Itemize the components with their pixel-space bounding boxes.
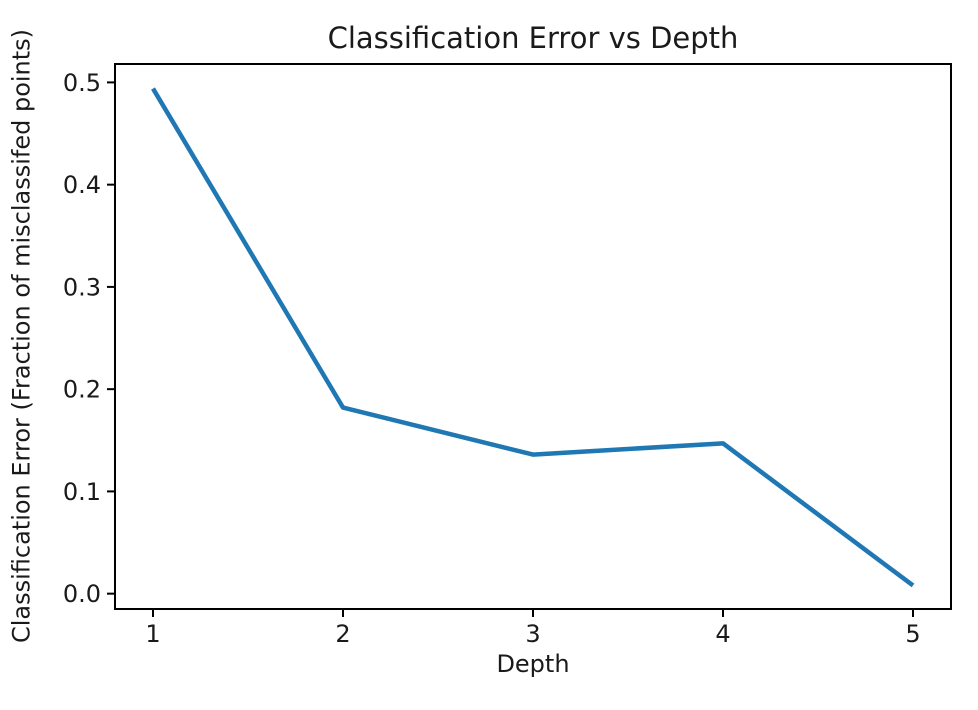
x-tick-label: 2 xyxy=(335,620,350,648)
x-tick-label: 3 xyxy=(525,620,540,648)
x-axis-label: Depth xyxy=(496,650,570,678)
x-tick-label: 5 xyxy=(905,620,920,648)
y-tick-label: 0.4 xyxy=(63,171,101,199)
y-axis-label: Classification Error (Fraction of miscla… xyxy=(7,28,36,644)
x-tick-label: 1 xyxy=(145,620,160,648)
y-tick-label: 0.3 xyxy=(63,273,101,301)
chart-title: Classification Error vs Depth xyxy=(327,21,739,55)
classification-error-line xyxy=(151,87,915,588)
x-tick-label: 4 xyxy=(715,620,730,648)
y-tick-label: 0.5 xyxy=(63,69,101,97)
axes-spines xyxy=(114,63,952,610)
y-tick-label: 0.2 xyxy=(63,376,101,404)
y-tick-label: 0.0 xyxy=(63,580,101,608)
y-tick-label: 0.1 xyxy=(63,478,101,506)
